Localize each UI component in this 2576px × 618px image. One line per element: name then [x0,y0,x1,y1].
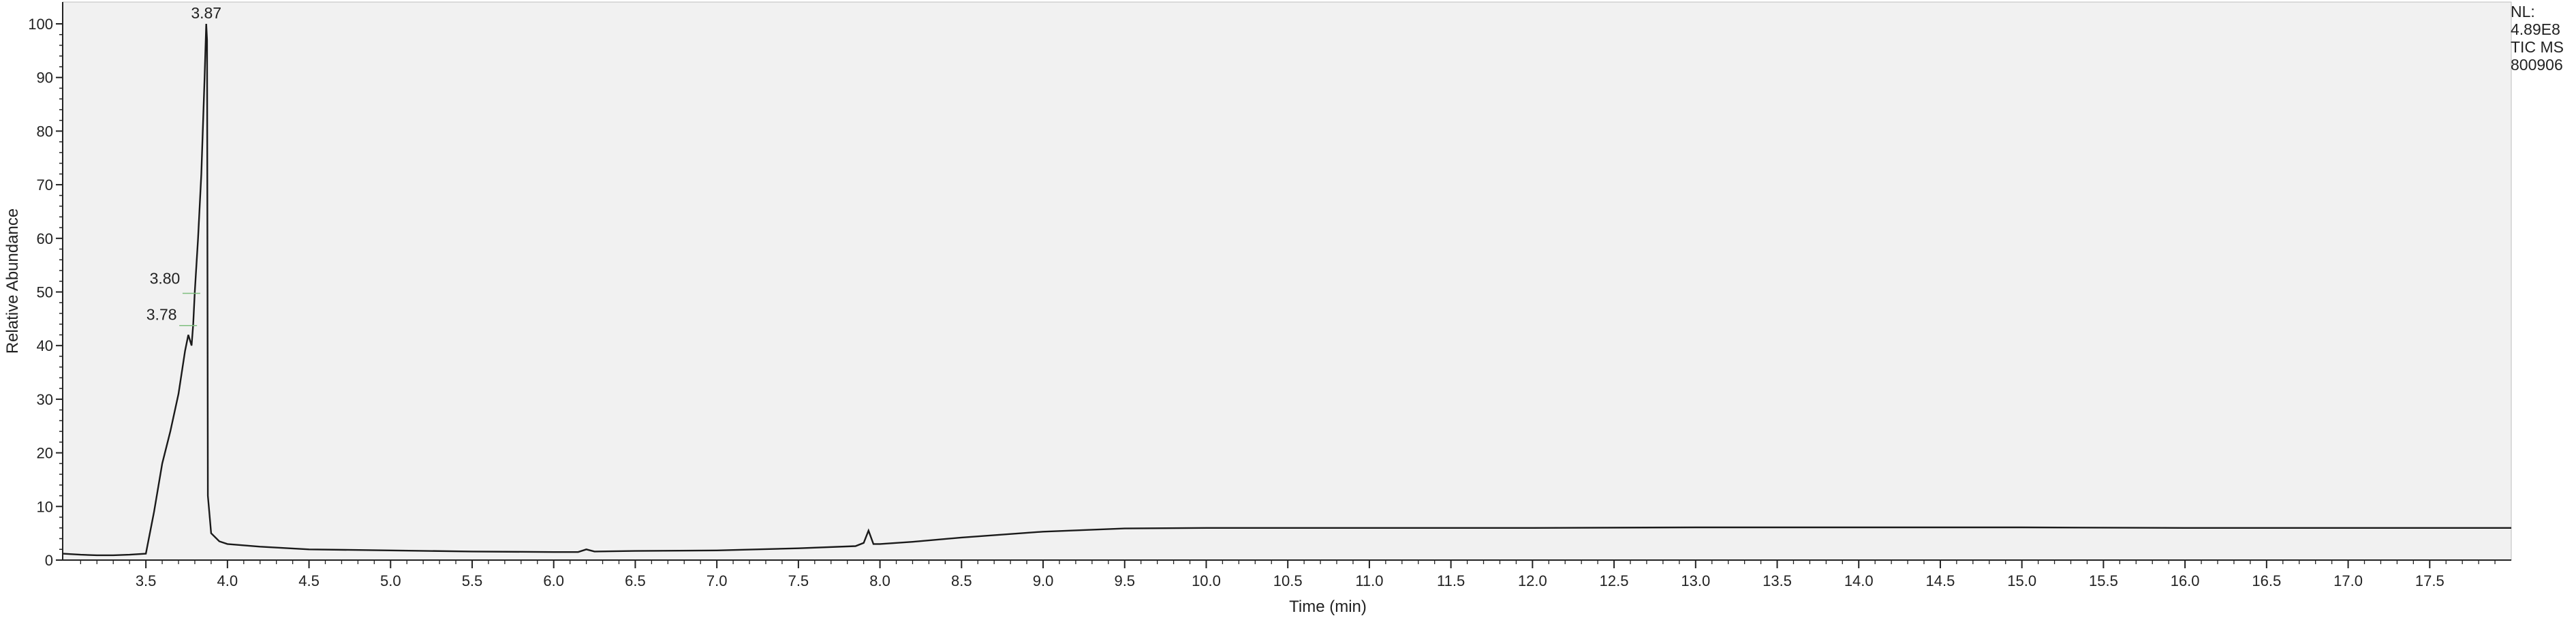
x-tick-label: 16.5 [2252,572,2281,589]
scan-type: TIC MS [2511,38,2564,56]
peak-label: 3.80 [150,270,181,288]
x-tick-label: 4.0 [217,572,238,589]
x-tick-label: 6.5 [625,572,646,589]
x-tick-label: 7.0 [707,572,728,589]
x-tick-label: 9.5 [1114,572,1135,589]
x-tick-label: 15.5 [2089,572,2118,589]
x-tick-label: 9.0 [1033,572,1054,589]
y-tick-label: 100 [28,16,53,33]
x-tick-label: 3.5 [136,572,157,589]
x-tick-label: 15.0 [2007,572,2036,589]
x-tick-label: 13.5 [1763,572,1792,589]
x-tick-label: 8.0 [869,572,890,589]
x-tick-label: 5.5 [462,572,483,589]
x-tick-label: 4.5 [298,572,320,589]
y-tick-label: 60 [37,230,53,247]
peak-label: 3.78 [146,306,177,324]
x-tick-label: 11.5 [1437,572,1465,589]
y-tick-label: 80 [37,123,53,140]
x-tick-label: 13.0 [1681,572,1710,589]
x-tick-label: 17.0 [2333,572,2363,589]
y-tick-label: 70 [37,176,53,194]
peak-annotations: 3.87 3.80 3.78 [146,4,221,326]
y-tick-label: 90 [37,69,53,87]
x-tick-label: 10.5 [1273,572,1303,589]
y-tick-label: 0 [45,552,53,569]
x-tick-label: 17.5 [2415,572,2445,589]
x-tick-label: 14.5 [1926,572,1955,589]
y-tick-label: 50 [37,284,53,301]
y-tick-label: 20 [37,445,53,462]
x-tick-label: 7.5 [788,572,809,589]
x-tick-label: 10.0 [1192,572,1221,589]
x-tick-label: 16.0 [2171,572,2200,589]
x-tick-label: 5.0 [380,572,401,589]
y-tick-label: 10 [37,498,53,515]
y-tick-label: 30 [37,391,53,408]
x-axis-ticks: 3.5 4.0 4.5 5.0 5.5 6.0 6.5 7.0 7.5 8.0 8.5 9.0 9.5 1… [80,560,2496,589]
x-tick-label: 8.5 [951,572,972,589]
file-id: 800906 [2511,56,2563,74]
peak-label: 3.87 [191,4,221,22]
y-axis-ticks: 0 10 20 30 40 50 60 70 80 90 100 [28,16,63,569]
scan-info-panel: NL: 4.89E8 TIC MS 800906 [2511,3,2564,74]
normalization-label: NL: [2511,3,2535,20]
x-tick-label: 14.0 [1844,572,1874,589]
normalization-value: 4.89E8 [2511,20,2560,38]
y-tick-label: 40 [37,337,53,354]
x-axis-title: Time (min) [1289,598,1367,616]
y-axis-title: Relative Abundance [3,208,22,354]
x-tick-label: 11.0 [1355,572,1383,589]
plot-background [62,1,2512,561]
x-tick-label: 6.0 [543,572,564,589]
x-tick-label: 12.0 [1518,572,1547,589]
tic-trace-line [62,23,2511,557]
x-tick-label: 12.5 [1600,572,1629,589]
